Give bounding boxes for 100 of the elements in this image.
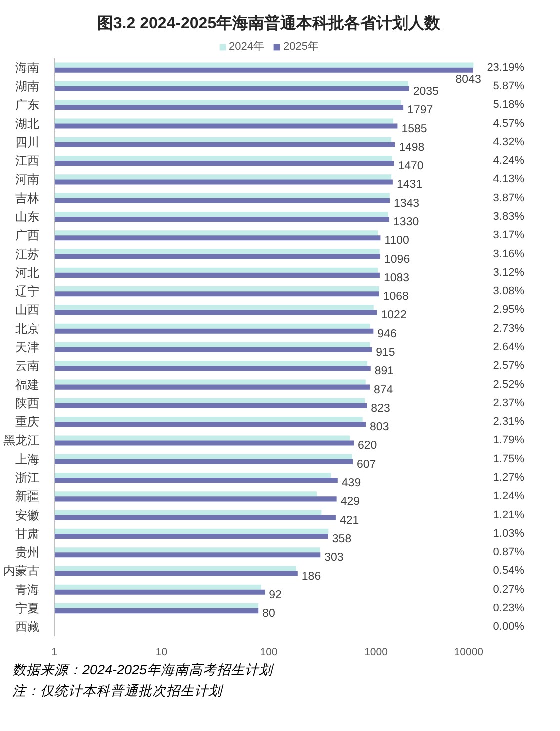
y-tick-label: 青海 <box>16 582 40 597</box>
y-tick-label: 广东 <box>16 98 40 112</box>
text: 0.54% <box>493 565 525 578</box>
data-label: 891 <box>374 366 394 378</box>
text: 2.57% <box>493 360 525 372</box>
y-tick-label: 福建 <box>16 378 40 392</box>
data-label: 1068 <box>383 291 409 304</box>
data-label: 80 <box>262 608 276 620</box>
data-label: 1083 <box>384 272 410 284</box>
text: 2.37% <box>493 397 525 410</box>
text: 1.75% <box>493 453 525 466</box>
text: 1.21% <box>493 509 525 522</box>
data-label: 186 <box>302 570 322 583</box>
data-label: 1470 <box>398 160 424 173</box>
y-tick-label: 广西 <box>16 228 40 243</box>
text: 1.79% <box>493 434 525 447</box>
y-tick-label: 安徽 <box>16 508 40 522</box>
y-tick-label: 浙江 <box>16 471 40 486</box>
y-tick-label: 江西 <box>16 154 40 168</box>
y-tick-label: 河南 <box>16 172 40 187</box>
text: 5.18% <box>493 99 525 112</box>
data-label: 946 <box>378 328 397 340</box>
y-tick-label: 天津 <box>16 340 40 354</box>
text: 3.83% <box>493 210 525 223</box>
text: 3.08% <box>493 286 525 298</box>
text: 2.31% <box>493 416 525 428</box>
y-tick-label: 宁夏 <box>16 602 40 616</box>
text: 1.24% <box>493 490 525 503</box>
data-label: 915 <box>376 347 396 360</box>
x-tick-label: 1 <box>52 646 58 658</box>
text: 4.57% <box>493 118 525 130</box>
data-label: 1022 <box>381 310 407 322</box>
y-tick-label: 贵州 <box>16 546 40 560</box>
y-tick-label: 内蒙古 <box>4 564 40 578</box>
legend-label: 2025年 <box>284 40 319 54</box>
data-label: 1100 <box>384 235 410 248</box>
data-label: 1330 <box>394 216 420 228</box>
data-label: 1498 <box>399 142 425 154</box>
text: 0.27% <box>493 584 525 596</box>
text: 0.87% <box>493 546 525 559</box>
data-label: 8043 <box>456 74 482 86</box>
text: 0.00% <box>493 621 525 634</box>
source-note: 数据来源：2024-2025年海南高考招生计划 <box>12 662 276 678</box>
data-label: 303 <box>324 552 344 564</box>
text: 注：仅统计本科普通批次招生计划 <box>12 684 224 698</box>
data-label: 1343 <box>394 198 420 210</box>
text: 23.19% <box>487 62 525 74</box>
chart-title: 图3.2 2024-2025年海南普通本科批各省计划人数 <box>97 14 442 32</box>
y-tick-label: 云南 <box>16 359 40 374</box>
data-label: 1096 <box>384 254 410 266</box>
text: 4.13% <box>493 174 525 186</box>
data-label: 2035 <box>413 86 439 98</box>
data-label: 874 <box>374 384 394 396</box>
text: 4.32% <box>493 136 525 148</box>
data-label: 1585 <box>402 123 428 136</box>
text: 1.03% <box>493 528 525 540</box>
x-tick-label: 10 <box>156 646 168 658</box>
data-label: 421 <box>340 514 360 527</box>
x-tick-label: 1000 <box>364 646 388 658</box>
text: 3.12% <box>493 266 525 279</box>
data-label: 1431 <box>396 179 423 192</box>
x-tick-label: 10000 <box>454 646 484 658</box>
y-tick-label: 辽宁 <box>16 284 40 299</box>
y-tick-label: 西藏 <box>16 620 40 634</box>
text: 3.16% <box>493 248 525 260</box>
text: 2.73% <box>493 322 525 335</box>
data-label: 92 <box>269 589 282 602</box>
data-label: 823 <box>371 402 390 415</box>
y-tick-label: 上海 <box>16 452 40 466</box>
text: 0.23% <box>493 602 525 615</box>
y-tick-label: 重庆 <box>16 415 40 430</box>
data-label: 620 <box>358 440 378 452</box>
x-tick-label: 100 <box>260 646 278 658</box>
y-tick-label: 吉林 <box>16 191 40 206</box>
y-tick-label: 湖北 <box>16 116 40 131</box>
text: 1.27% <box>493 472 525 484</box>
text: 3.87% <box>493 192 525 204</box>
y-tick-label: 陕西 <box>16 396 40 410</box>
y-tick-label: 河北 <box>16 266 40 280</box>
y-tick-label: 四川 <box>16 135 40 150</box>
y-tick-label: 海南 <box>16 60 40 75</box>
data-label: 429 <box>340 496 360 508</box>
y-tick-label: 新疆 <box>16 490 40 504</box>
text: 2.95% <box>493 304 525 316</box>
y-tick-label: 北京 <box>16 322 40 336</box>
y-tick-label: 黑龙江 <box>4 434 40 448</box>
y-tick-label: 甘肃 <box>16 526 40 541</box>
y-tick-label: 山东 <box>16 210 40 224</box>
legend-label: 2024年 <box>229 40 264 54</box>
text: 5.87% <box>493 80 525 92</box>
data-label: 803 <box>370 422 390 434</box>
text: 4.24% <box>493 155 525 168</box>
y-tick-label: 湖南 <box>16 79 40 94</box>
y-tick-label: 江苏 <box>16 247 40 262</box>
text: 2.64% <box>493 342 525 354</box>
data-label: 1797 <box>408 104 434 117</box>
data-label: 607 <box>356 458 376 471</box>
data-label: 439 <box>342 478 362 490</box>
text: 3.17% <box>493 230 525 242</box>
data-label: 358 <box>332 533 352 546</box>
